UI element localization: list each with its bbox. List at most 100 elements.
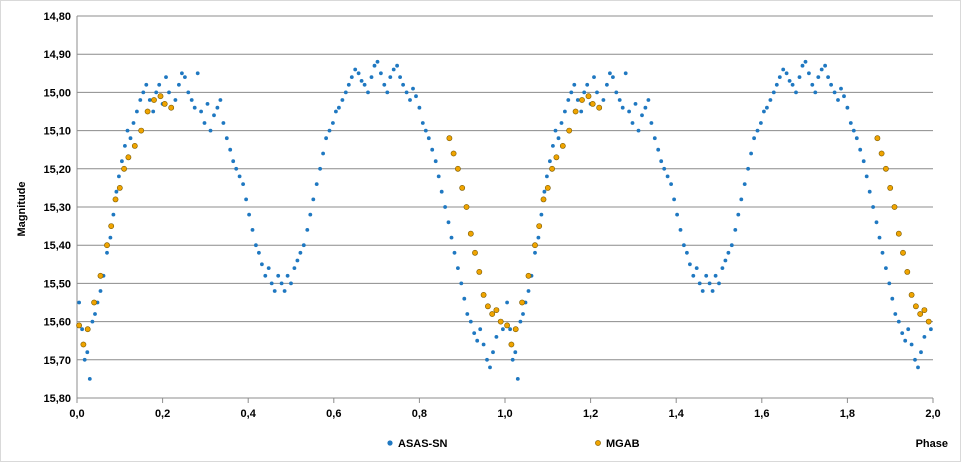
point-asas-sn bbox=[114, 189, 119, 194]
grid bbox=[77, 15, 933, 399]
point-asas-sn bbox=[488, 365, 492, 370]
point-mgab bbox=[559, 142, 566, 149]
point-asas-sn bbox=[426, 136, 431, 141]
point-mgab bbox=[532, 242, 538, 249]
point-mgab bbox=[125, 154, 132, 161]
point-asas-sn bbox=[356, 71, 361, 76]
point-asas-sn bbox=[867, 189, 872, 194]
x-tick-label: 1,4 bbox=[669, 408, 685, 420]
y-axis-label: Magnitude bbox=[16, 182, 28, 237]
legend-marker-asas-sn bbox=[387, 440, 393, 446]
point-asas-sn bbox=[614, 90, 619, 95]
point-asas-sn bbox=[569, 90, 574, 95]
point-asas-sn bbox=[257, 250, 261, 255]
point-asas-sn bbox=[807, 71, 811, 76]
point-mgab bbox=[80, 341, 87, 348]
point-asas-sn bbox=[202, 121, 207, 125]
point-asas-sn bbox=[729, 243, 734, 248]
point-mgab bbox=[91, 299, 97, 306]
point-asas-sn bbox=[797, 75, 802, 79]
point-mgab bbox=[566, 127, 573, 134]
point-asas-sn bbox=[739, 197, 744, 202]
point-asas-sn bbox=[372, 63, 377, 68]
point-asas-sn bbox=[672, 197, 676, 202]
y-tick-label: 14,80 bbox=[43, 11, 71, 23]
point-mgab bbox=[459, 184, 466, 191]
point-mgab bbox=[108, 223, 115, 229]
point-asas-sn bbox=[98, 289, 103, 293]
point-asas-sn bbox=[826, 75, 830, 79]
point-asas-sn bbox=[536, 235, 541, 240]
point-mgab bbox=[508, 341, 515, 348]
point-asas-sn bbox=[369, 75, 374, 79]
point-asas-sn bbox=[893, 312, 898, 316]
point-asas-sn bbox=[154, 90, 159, 95]
point-asas-sn bbox=[813, 90, 818, 95]
point-asas-sn bbox=[465, 312, 470, 316]
point-mgab bbox=[917, 311, 924, 317]
point-asas-sn bbox=[688, 262, 692, 267]
point-asas-sn bbox=[832, 90, 837, 95]
y-tick-label: 15,20 bbox=[43, 164, 71, 176]
point-asas-sn bbox=[276, 273, 281, 278]
point-asas-sn bbox=[636, 128, 641, 133]
x-tick-label: 2,0 bbox=[925, 408, 940, 420]
point-mgab bbox=[504, 322, 510, 329]
point-asas-sn bbox=[742, 182, 747, 187]
axes bbox=[76, 16, 934, 403]
point-asas-sn bbox=[285, 273, 290, 278]
point-asas-sn bbox=[398, 75, 402, 79]
point-asas-sn bbox=[665, 174, 670, 179]
point-mgab bbox=[891, 204, 898, 210]
point-asas-sn bbox=[662, 166, 667, 171]
point-asas-sn bbox=[138, 98, 143, 102]
point-asas-sn bbox=[777, 75, 782, 79]
point-asas-sn bbox=[749, 151, 753, 156]
point-asas-sn bbox=[212, 113, 216, 118]
point-mgab bbox=[525, 272, 532, 279]
point-asas-sn bbox=[359, 79, 364, 83]
point-asas-sn bbox=[391, 67, 396, 72]
x-tick-label: 1,2 bbox=[583, 408, 598, 420]
point-asas-sn bbox=[331, 121, 335, 125]
point-asas-sn bbox=[244, 197, 249, 202]
x-tick-label: 0,4 bbox=[241, 408, 257, 420]
point-asas-sn bbox=[321, 151, 325, 156]
point-asas-sn bbox=[916, 365, 920, 370]
point-asas-sn bbox=[906, 327, 911, 332]
legend: ASAS-SN MGAB bbox=[387, 438, 640, 450]
point-asas-sn bbox=[508, 327, 512, 332]
point-asas-sn bbox=[237, 174, 242, 179]
point-asas-sn bbox=[208, 128, 213, 133]
point-asas-sn bbox=[177, 82, 181, 87]
point-asas-sn bbox=[823, 63, 827, 68]
point-mgab bbox=[913, 303, 919, 310]
point-asas-sn bbox=[141, 90, 146, 95]
point-asas-sn bbox=[762, 109, 766, 114]
y-tick-label: 14,90 bbox=[43, 49, 71, 61]
point-asas-sn bbox=[186, 90, 191, 95]
y-tick-label: 15,80 bbox=[43, 393, 71, 405]
point-asas-sn bbox=[231, 159, 236, 164]
point-asas-sn bbox=[704, 273, 709, 278]
point-asas-sn bbox=[542, 189, 547, 194]
point-asas-sn bbox=[652, 136, 657, 141]
point-asas-sn bbox=[545, 174, 549, 179]
point-asas-sn bbox=[579, 109, 584, 114]
point-asas-sn bbox=[282, 289, 287, 293]
point-asas-sn bbox=[559, 121, 564, 125]
legend-marker-mgab bbox=[595, 440, 601, 446]
point-asas-sn bbox=[87, 377, 92, 381]
point-asas-sn bbox=[842, 94, 846, 99]
point-asas-sn bbox=[887, 281, 892, 286]
point-asas-sn bbox=[272, 289, 277, 293]
point-asas-sn bbox=[385, 90, 390, 95]
point-asas-sn bbox=[585, 82, 590, 87]
point-asas-sn bbox=[659, 159, 664, 164]
point-mgab bbox=[900, 249, 906, 256]
point-asas-sn bbox=[468, 319, 473, 324]
point-asas-sn bbox=[810, 82, 815, 87]
point-asas-sn bbox=[707, 281, 712, 286]
point-mgab bbox=[553, 154, 560, 161]
